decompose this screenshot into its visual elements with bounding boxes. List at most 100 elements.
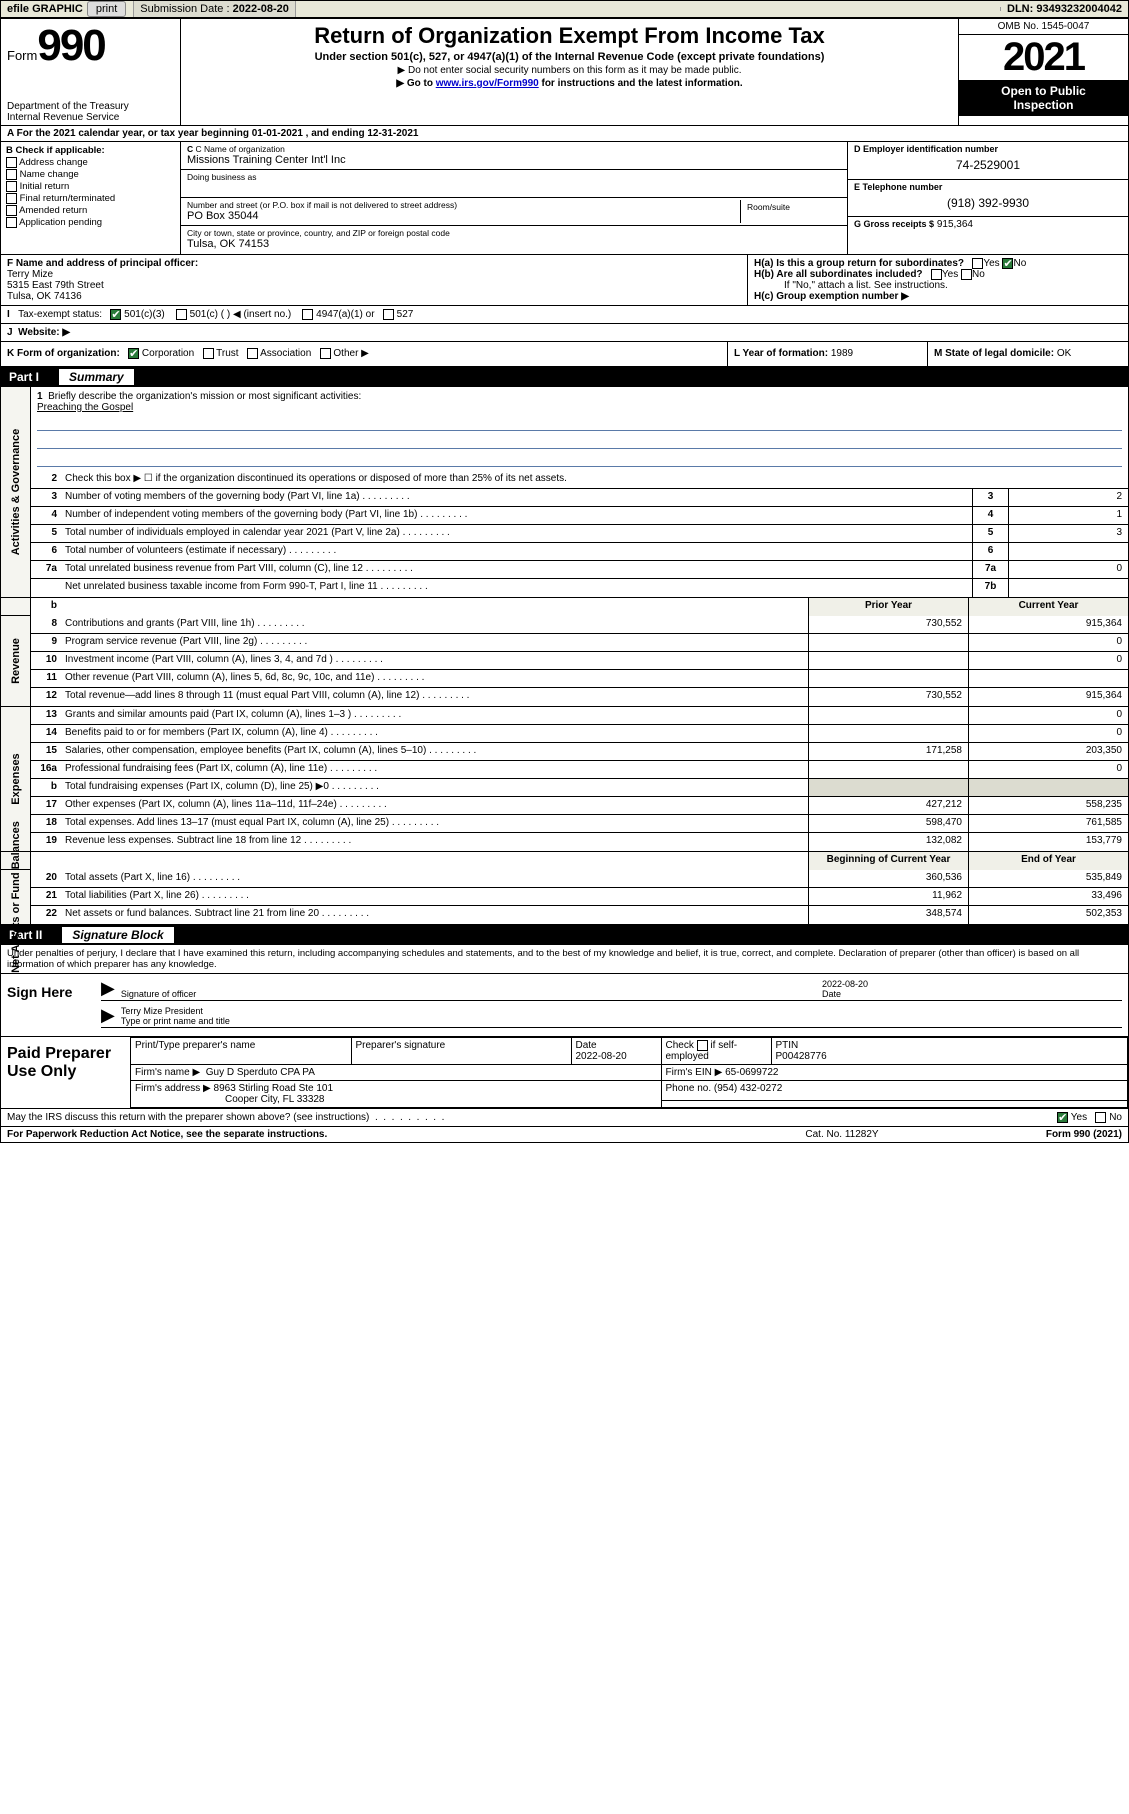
discuss-yes-checked <box>1057 1112 1068 1123</box>
form-title: Return of Organization Exempt From Incom… <box>189 23 950 49</box>
org-name-label: C C Name of organization <box>187 144 841 154</box>
summary-row: 19Revenue less expenses. Subtract line 1… <box>31 833 1128 851</box>
summary-row: 22Net assets or fund balances. Subtract … <box>31 906 1128 924</box>
footer-row: For Paperwork Reduction Act Notice, see … <box>1 1127 1128 1142</box>
topbar: efile GRAPHIC print Submission Date : 20… <box>0 0 1129 18</box>
summary-row: 3Number of voting members of the governi… <box>31 489 1128 507</box>
row-a-tax-year: A For the 2021 calendar year, or tax yea… <box>1 126 1128 142</box>
cb-address-change[interactable]: Address change <box>6 157 175 168</box>
phone-label: E Telephone number <box>854 182 1122 192</box>
prep-date-cell: Date2022-08-20 <box>571 1037 661 1064</box>
street-value: PO Box 35044 <box>187 210 740 222</box>
dba-label: Doing business as <box>187 172 841 182</box>
officer-street: 5315 East 79th Street <box>7 280 741 291</box>
summary-row: 5Total number of individuals employed in… <box>31 525 1128 543</box>
org-name: Missions Training Center Int'l Inc <box>187 154 841 166</box>
summary-row: 16aProfessional fundraising fees (Part I… <box>31 761 1128 779</box>
summary-row: 17Other expenses (Part IX, column (A), l… <box>31 797 1128 815</box>
box-f: F Name and address of principal officer:… <box>1 255 748 305</box>
prep-sig-hdr: Preparer's signature <box>351 1037 571 1064</box>
cb-amended-return[interactable]: Amended return <box>6 205 175 216</box>
vlabel-revenue: Revenue <box>1 616 31 706</box>
mission-block: 1 Briefly describe the organization's mi… <box>31 387 1128 471</box>
cb-application-pending[interactable]: Application pending <box>6 217 175 228</box>
ssn-warning: ▶ Do not enter social security numbers o… <box>189 65 950 76</box>
officer-name: Terry Mize <box>7 269 741 280</box>
box-c: C C Name of organization Missions Traini… <box>181 142 848 254</box>
501c3-checked <box>110 309 121 320</box>
summary-row: 10Investment income (Part VIII, column (… <box>31 652 1128 670</box>
prep-selfemp-cell: Check if self-employed <box>661 1037 771 1064</box>
officer-signature-field[interactable]: Signature of officer <box>121 989 822 999</box>
section-revenue: Revenue 8Contributions and grants (Part … <box>1 616 1128 707</box>
box-c-container: C C Name of organization Missions Traini… <box>181 142 1128 254</box>
row-j: J Website: ▶ <box>1 324 1128 342</box>
dln-cell: DLN: 93493232004042 <box>1001 1 1128 17</box>
instructions-link-row: ▶ Go to www.irs.gov/Form990 for instruct… <box>189 78 950 89</box>
dept-irs: Internal Revenue Service <box>7 112 174 123</box>
header-row: Form990 Department of the Treasury Inter… <box>1 19 1128 126</box>
na-header-row: Beginning of Current Year End of Year <box>1 852 1128 870</box>
submission-date-cell: Submission Date : 2022-08-20 <box>134 1 296 17</box>
cb-final-return[interactable]: Final return/terminated <box>6 193 175 204</box>
mission-text: Preaching the Gospel <box>37 402 1122 413</box>
ein-value: 74-2529001 <box>854 154 1122 172</box>
cb-name-change[interactable]: Name change <box>6 169 175 180</box>
tax-year: 2021 <box>959 35 1128 80</box>
box-b: B Check if applicable: Address change Na… <box>1 142 181 254</box>
row-f-h: F Name and address of principal officer:… <box>1 255 1128 306</box>
row-i: I Tax-exempt status: 501(c)(3) 501(c) ( … <box>1 306 1128 324</box>
summary-row: 8Contributions and grants (Part VIII, li… <box>31 616 1128 634</box>
paid-preparer-block: Paid Preparer Use Only Print/Type prepar… <box>1 1037 1128 1109</box>
print-button[interactable]: print <box>87 1 126 17</box>
summary-row: 14Benefits paid to or for members (Part … <box>31 725 1128 743</box>
signature-intro: Under penalties of perjury, I declare th… <box>1 945 1128 974</box>
ein-label: D Employer identification number <box>854 144 1122 154</box>
discuss-row: May the IRS discuss this return with the… <box>1 1109 1128 1127</box>
street-label: Number and street (or P.O. box if mail i… <box>187 200 740 210</box>
firm-name-cell: Firm's name ▶ Guy D Sperduto CPA PA <box>131 1064 661 1080</box>
summary-row: 15Salaries, other compensation, employee… <box>31 743 1128 761</box>
prior-year-hdr: Prior Year <box>808 598 968 616</box>
firm-ein-cell: Firm's EIN ▶ 65-0699722 <box>661 1064 1128 1080</box>
box-l: L Year of formation: 1989 <box>728 342 928 365</box>
sign-here-label: Sign Here <box>1 974 81 1036</box>
irs-link[interactable]: www.irs.gov/Form990 <box>436 78 539 89</box>
firm-addr-cell: Firm's address ▶ 8963 Stirling Road Ste … <box>131 1080 661 1107</box>
officer-city: Tulsa, OK 74136 <box>7 291 741 302</box>
summary-row: 4Number of independent voting members of… <box>31 507 1128 525</box>
row-klm: K Form of organization: Corporation Trus… <box>1 342 1128 366</box>
city-value: Tulsa, OK 74153 <box>187 238 841 250</box>
vlabel-ag: Activities & Governance <box>1 387 31 597</box>
box-h: H(a) Is this a group return for subordin… <box>748 255 1128 305</box>
gross-receipts-label: G Gross receipts $ <box>854 219 934 229</box>
summary-row: 12Total revenue—add lines 8 through 11 (… <box>31 688 1128 706</box>
summary-row: Net unrelated business taxable income fr… <box>31 579 1128 597</box>
summary-row: bTotal fundraising expenses (Part IX, co… <box>31 779 1128 797</box>
paid-preparer-label: Paid Preparer Use Only <box>1 1037 131 1108</box>
box-k: K Form of organization: Corporation Trus… <box>1 342 728 365</box>
form-id: Form 990 (2021) <box>942 1129 1122 1140</box>
efile-label: efile GRAPHIC print <box>1 1 134 17</box>
pra-notice: For Paperwork Reduction Act Notice, see … <box>7 1129 742 1140</box>
summary-row: 6Total number of volunteers (estimate if… <box>31 543 1128 561</box>
cb-initial-return[interactable]: Initial return <box>6 181 175 192</box>
summary-row: 7aTotal unrelated business revenue from … <box>31 561 1128 579</box>
sign-arrow-icon: ▶ <box>101 1005 115 1026</box>
summary-row: 13Grants and similar amounts paid (Part … <box>31 707 1128 725</box>
current-year-hdr: Current Year <box>968 598 1128 616</box>
year-header-row: b Prior Year Current Year <box>1 598 1128 616</box>
officer-name-field: Terry Mize PresidentType or print name a… <box>121 1006 1122 1026</box>
box-m: M State of legal domicile: OK <box>928 342 1128 365</box>
header-left: Form990 Department of the Treasury Inter… <box>1 19 181 125</box>
summary-row: 11Other revenue (Part VIII, column (A), … <box>31 670 1128 688</box>
vlabel-net-assets: Net Assets or Fund Balances <box>1 870 31 924</box>
end-year-hdr: End of Year <box>968 852 1128 870</box>
room-suite: Room/suite <box>741 200 841 223</box>
form-number: 990 <box>37 21 104 70</box>
box-deg: D Employer identification number 74-2529… <box>848 142 1128 254</box>
form-subtitle: Under section 501(c), 527, or 4947(a)(1)… <box>189 51 950 63</box>
sign-here-block: Sign Here ▶ Signature of officer 2022-08… <box>1 974 1128 1037</box>
summary-row: 20Total assets (Part X, line 16)360,5365… <box>31 870 1128 888</box>
omb-number: OMB No. 1545-0047 <box>959 19 1128 35</box>
